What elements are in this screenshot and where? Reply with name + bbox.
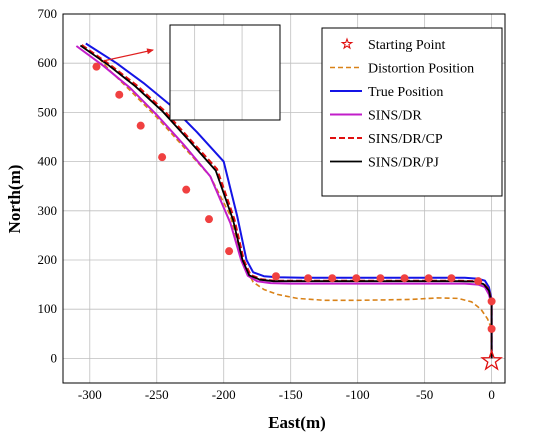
series-line-sins-dr-pj	[79, 44, 493, 359]
series-line-true-position	[85, 42, 493, 359]
legend-label-distortion-position: Distortion Position	[368, 62, 474, 77]
data-marker	[487, 297, 496, 306]
inset-grid	[170, 25, 280, 120]
data-marker	[352, 274, 361, 283]
starting-point-star	[480, 348, 503, 371]
data-marker	[92, 62, 101, 71]
data-marker	[225, 247, 234, 256]
data-marker	[328, 274, 337, 283]
data-marker	[158, 153, 167, 162]
inset-frame	[169, 24, 281, 121]
data-marker	[447, 274, 456, 283]
data-marker	[271, 272, 280, 281]
data-marker	[376, 274, 385, 283]
inset-line-sins-dr	[33, 65, 185, 211]
x-axis-label: East(m)	[268, 413, 326, 432]
marker-layer	[92, 62, 496, 333]
x-tick-label: -100	[346, 387, 370, 402]
y-tick-label: 600	[38, 55, 58, 70]
plot-frame	[62, 13, 506, 384]
data-marker	[182, 185, 191, 194]
data-marker	[115, 90, 124, 99]
y-tick-label: 200	[38, 252, 58, 267]
inset-background	[170, 25, 280, 120]
series-line-distortion-position	[98, 57, 493, 330]
x-tick-label: -250	[145, 387, 169, 402]
legend-label-sins-dr: SINS/DR	[368, 109, 422, 124]
data-marker	[204, 215, 213, 224]
x-tick-label: 0	[488, 387, 495, 402]
y-tick-label: 700	[38, 6, 58, 21]
legend-box	[321, 27, 503, 197]
y-tick-label: 0	[51, 350, 58, 365]
y-ticks: 0 100 200 300 400 500 600 700	[38, 6, 58, 365]
x-tick-label: -200	[212, 387, 236, 402]
y-tick-label: 500	[38, 104, 58, 119]
x-tick-label: -150	[279, 387, 303, 402]
data-marker	[487, 324, 496, 333]
data-marker	[400, 274, 409, 283]
inset-pointer-arrow	[102, 48, 154, 62]
legend-label-sins-dr-cp: SINS/DR/CP	[368, 132, 443, 147]
y-tick-label: 100	[38, 301, 58, 316]
x-tick-label: -50	[416, 387, 433, 402]
legend-label-true-position: True Position	[368, 85, 443, 100]
legend-label-starting-point: Starting Point	[368, 38, 446, 53]
legend-label-sins-dr-pj: SINS/DR/PJ	[368, 156, 439, 171]
x-ticks: -300 -250 -200 -150 -100 -50 0	[78, 387, 495, 402]
data-marker	[424, 274, 433, 283]
series-layer	[75, 42, 493, 359]
y-tick-label: 400	[38, 154, 58, 169]
y-tick-label: 300	[38, 203, 58, 218]
legend-swatch-starting-point	[340, 37, 354, 50]
x-tick-label: -300	[78, 387, 102, 402]
data-marker	[474, 277, 483, 286]
legend: Starting Point Distortion Position True Po…	[330, 37, 474, 171]
data-marker	[304, 274, 313, 283]
series-line-sins-dr	[75, 45, 493, 359]
start-layer	[480, 348, 503, 371]
data-marker	[136, 121, 145, 130]
y-axis-label: North(m)	[5, 165, 24, 234]
